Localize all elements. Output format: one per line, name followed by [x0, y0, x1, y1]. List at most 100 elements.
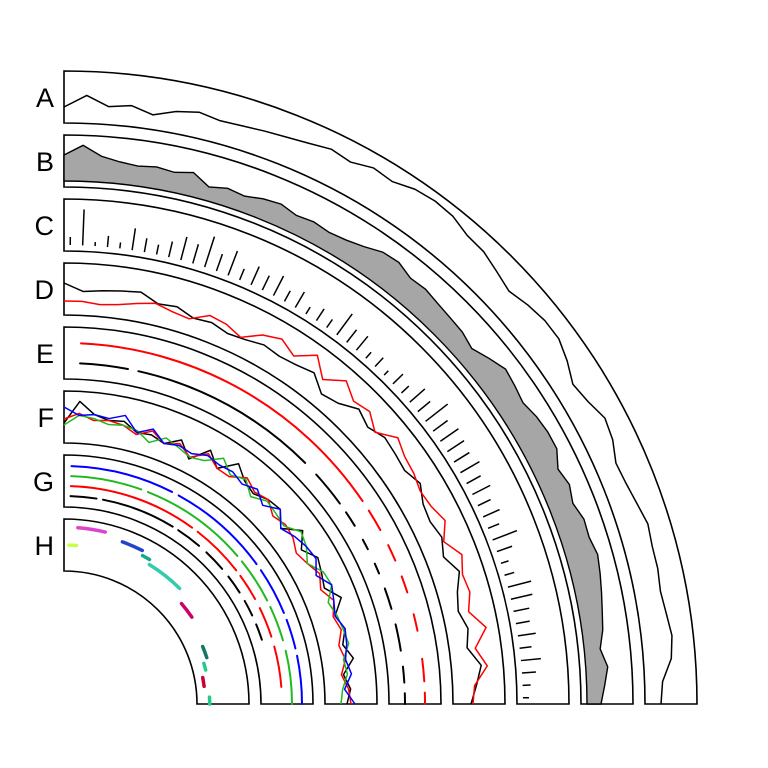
- bar: [374, 357, 384, 368]
- bar: [131, 228, 137, 251]
- track-d: [63, 262, 506, 705]
- track-frame: [63, 326, 442, 705]
- segment-black: [315, 473, 341, 505]
- segment-black: [394, 623, 402, 652]
- segment-blue: [296, 654, 303, 705]
- track-frame: [63, 390, 378, 705]
- series-line-blue: [63, 406, 356, 705]
- segment-red: [387, 544, 397, 562]
- segment-22cc88: [202, 661, 208, 672]
- track-a: [63, 70, 698, 705]
- series-line-black: [63, 282, 482, 705]
- track-f: [63, 390, 378, 705]
- bar: [250, 266, 260, 286]
- series-line-green: [63, 414, 350, 705]
- segment-red: [400, 575, 409, 594]
- bar: [466, 475, 481, 485]
- track-labels: A B C D E F G H: [33, 83, 54, 561]
- segment-dd44cc: [76, 526, 108, 534]
- bar: [305, 306, 311, 315]
- segment-2244cc: [120, 540, 144, 553]
- bar: [326, 318, 334, 329]
- segment-green: [70, 475, 143, 491]
- bar: [400, 385, 410, 394]
- bar: [272, 275, 285, 296]
- bar: [453, 451, 470, 463]
- track-label-b: B: [36, 147, 54, 177]
- track-frame: [63, 262, 506, 705]
- segment-blue: [177, 494, 258, 566]
- bar: [477, 498, 491, 507]
- track-label-d: D: [35, 275, 55, 305]
- segment-black: [205, 551, 224, 570]
- bar: [336, 313, 353, 336]
- segment-black: [383, 587, 393, 610]
- segment-red: [273, 645, 283, 688]
- track-c: [63, 198, 570, 705]
- bar: [180, 236, 188, 261]
- segment-green: [284, 649, 293, 705]
- bar: [203, 236, 216, 268]
- bar: [517, 632, 536, 637]
- segment-red: [421, 657, 426, 683]
- series-line-black: [63, 94, 673, 705]
- track-g: [63, 454, 314, 705]
- track-frame: [63, 70, 698, 705]
- segment-blue: [259, 569, 285, 614]
- tracks-layer: [63, 70, 698, 706]
- track-label-h: H: [35, 531, 55, 561]
- segment-black: [255, 623, 263, 641]
- segment-red: [196, 530, 238, 572]
- bar: [460, 460, 480, 474]
- track-frame: [63, 198, 570, 705]
- bar: [81, 209, 85, 246]
- bar: [417, 400, 431, 413]
- segment-black: [345, 511, 356, 527]
- track-frame: [63, 518, 250, 705]
- bar: [519, 645, 532, 649]
- segment-black: [361, 538, 369, 551]
- bar: [215, 253, 224, 272]
- bar: [513, 607, 530, 613]
- segment-blue: [70, 465, 174, 493]
- track-label-a: A: [36, 83, 54, 113]
- bar: [432, 419, 449, 432]
- segment-black: [243, 599, 254, 617]
- bar: [192, 244, 200, 264]
- bar: [155, 244, 160, 255]
- segment-11aa88: [140, 553, 152, 562]
- bar: [482, 508, 500, 518]
- series-line-red: [63, 412, 352, 705]
- bar: [496, 545, 513, 553]
- series-line-red: [63, 300, 489, 705]
- bar: [346, 329, 358, 343]
- bar: [167, 241, 174, 258]
- bar: [392, 373, 404, 385]
- segment-black: [177, 529, 201, 547]
- bar: [106, 235, 110, 248]
- bar: [515, 620, 530, 625]
- bar: [261, 275, 270, 291]
- segment-blue: [285, 618, 297, 650]
- segment-black: [101, 498, 174, 528]
- segment-red: [80, 342, 364, 503]
- bar: [439, 428, 459, 442]
- segment-black: [373, 562, 381, 575]
- bar: [487, 523, 500, 530]
- segment-black: [401, 665, 406, 684]
- bar: [492, 529, 518, 541]
- bar: [238, 268, 245, 281]
- track-b: [63, 134, 634, 705]
- area-series: [63, 144, 609, 705]
- bar: [294, 291, 306, 308]
- track-label-g: G: [33, 467, 54, 497]
- bar: [409, 388, 426, 403]
- bar: [521, 671, 536, 674]
- bar: [283, 290, 291, 302]
- bar: [510, 593, 533, 601]
- segment-red: [239, 574, 257, 600]
- segment-green: [269, 605, 284, 642]
- track-label-f: F: [38, 403, 55, 433]
- bar: [143, 238, 148, 253]
